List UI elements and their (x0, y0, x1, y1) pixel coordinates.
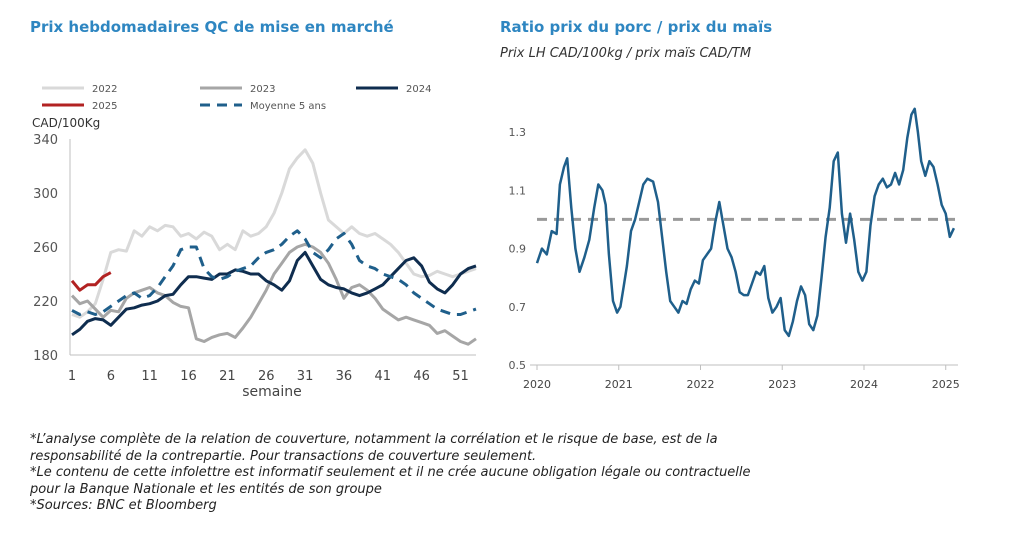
footnotes: *L’analyse complète de la relation de co… (30, 432, 850, 515)
y-tick-label: 220 (33, 295, 58, 310)
x-tick-label: 2025 (932, 378, 960, 391)
right-chart-title: Ratio prix du porc / prix du maïs (500, 18, 773, 36)
series-line-2023 (70, 242, 477, 346)
y-tick-label: 1.3 (509, 126, 527, 139)
footnote-line: *Le contenu de cette infolettre est info… (30, 465, 751, 480)
x-tick-label: 21 (219, 369, 236, 384)
footnote-line: pour la Banque Nationale et les entités … (30, 481, 382, 497)
footnote-line: responsabilité de la contrepartie. Pour … (30, 448, 537, 464)
series-line-2022 (71, 148, 477, 319)
legend-label: Moyenne 5 ans (250, 101, 326, 112)
series-line-2024 (71, 250, 477, 337)
legend-label: 2022 (92, 84, 117, 95)
x-tick-label: 2020 (523, 378, 551, 391)
x-tick-label: 2021 (605, 378, 633, 391)
legend-label: 2023 (250, 84, 275, 95)
x-tick-label: 31 (297, 369, 314, 384)
ratio-series-line (535, 107, 956, 338)
x-tick-label: 6 (107, 369, 115, 384)
x-tick-label: 41 (374, 369, 391, 384)
legend-label: 2024 (406, 84, 431, 95)
x-tick-label: 16 (180, 369, 197, 384)
y-tick-label: 340 (33, 133, 58, 148)
left-chart-title: Prix hebdomadaires QC de mise en marché (30, 18, 394, 36)
y-tick-label: 1.1 (509, 184, 527, 197)
x-tick-label: 51 (452, 369, 469, 384)
y-tick-label: 0.7 (509, 301, 527, 314)
legend-label: 2025 (92, 101, 117, 112)
left-chart-unit-label: CAD/100Kg (32, 116, 101, 130)
series-line-2025 (70, 271, 112, 292)
footnote-line: *L’analyse complète de la relation de co… (30, 432, 718, 447)
x-tick-label: 2022 (686, 378, 714, 391)
series-line-moyenne-5-ans (71, 229, 477, 316)
y-tick-label: 180 (33, 349, 58, 364)
y-tick-label: 0.9 (509, 243, 527, 256)
x-tick-label: 26 (258, 369, 275, 384)
x-tick-label: 2023 (768, 378, 796, 391)
right-line-chart: 0.5 0.7 0.9 1.1 1.3 2020 2021 2022 2023 2024 2025 (509, 107, 960, 391)
x-tick-label: 11 (141, 369, 158, 384)
x-axis-title: semaine (242, 384, 302, 400)
x-tick-label: 2024 (850, 378, 878, 391)
y-tick-label: 300 (33, 187, 58, 202)
x-tick-label: 1 (68, 369, 76, 384)
x-tick-label: 46 (413, 369, 430, 384)
footnote-line: *Sources: BNC et Bloomberg (30, 498, 217, 513)
y-tick-label: 0.5 (509, 359, 527, 372)
y-tick-label: 260 (33, 241, 58, 256)
x-tick-label: 36 (336, 369, 353, 384)
right-chart-subtitle: Prix LH CAD/100kg / prix maïs CAD/TM (500, 46, 752, 61)
